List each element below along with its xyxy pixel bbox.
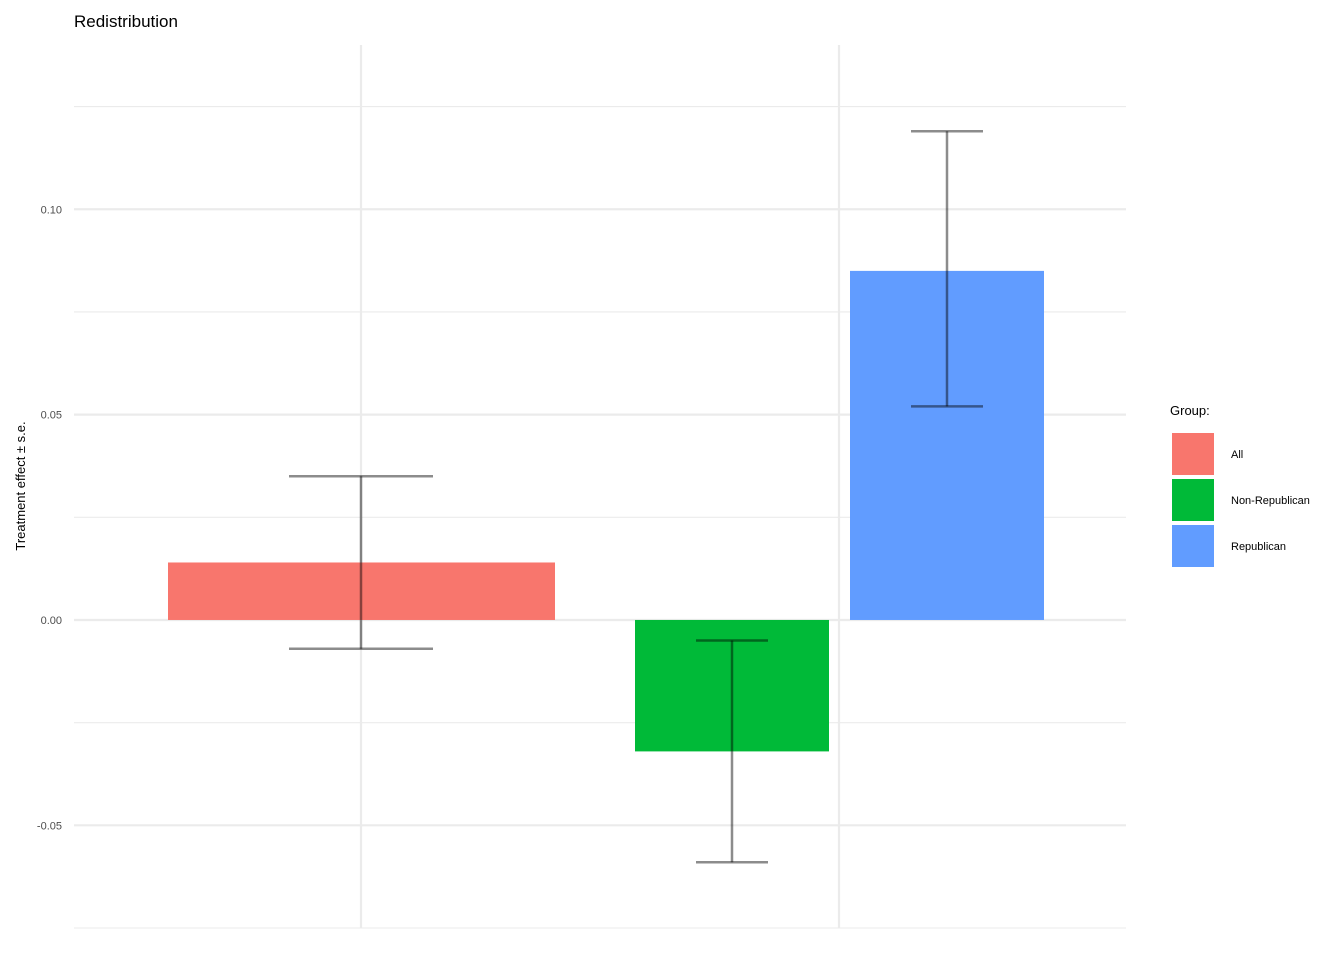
bar-all: [168, 562, 555, 620]
chart-title: Redistribution: [74, 12, 178, 31]
y-tick-label: 0.00: [41, 615, 62, 627]
error-bar-republican: [911, 129, 983, 408]
legend: Group: All Non-Republican Republican: [1170, 403, 1310, 567]
legend-key-non-republican: [1172, 479, 1214, 521]
y-axis-title: Treatment effect ± s.e.: [13, 421, 28, 550]
bars: [168, 270, 1044, 752]
y-tick-label: 0.10: [41, 204, 62, 216]
legend-items: All Non-Republican Republican: [1172, 433, 1310, 567]
legend-title: Group:: [1170, 403, 1210, 418]
y-tick-label: 0.05: [41, 410, 62, 422]
legend-label: Non-Republican: [1231, 495, 1310, 507]
legend-label: Republican: [1231, 541, 1286, 553]
error-bar-all: [289, 474, 433, 650]
error-bar-non-republican: [696, 639, 768, 864]
y-tick-label: -0.05: [37, 820, 62, 832]
y-tick-labels: -0.05 0.00 0.05 0.10: [37, 204, 62, 832]
bar-non-republican: [635, 619, 829, 752]
legend-key-all: [1172, 433, 1214, 475]
legend-label: All: [1231, 449, 1243, 461]
legend-key-republican: [1172, 525, 1214, 567]
error-bars: [289, 129, 983, 864]
bar-republican: [850, 270, 1044, 620]
